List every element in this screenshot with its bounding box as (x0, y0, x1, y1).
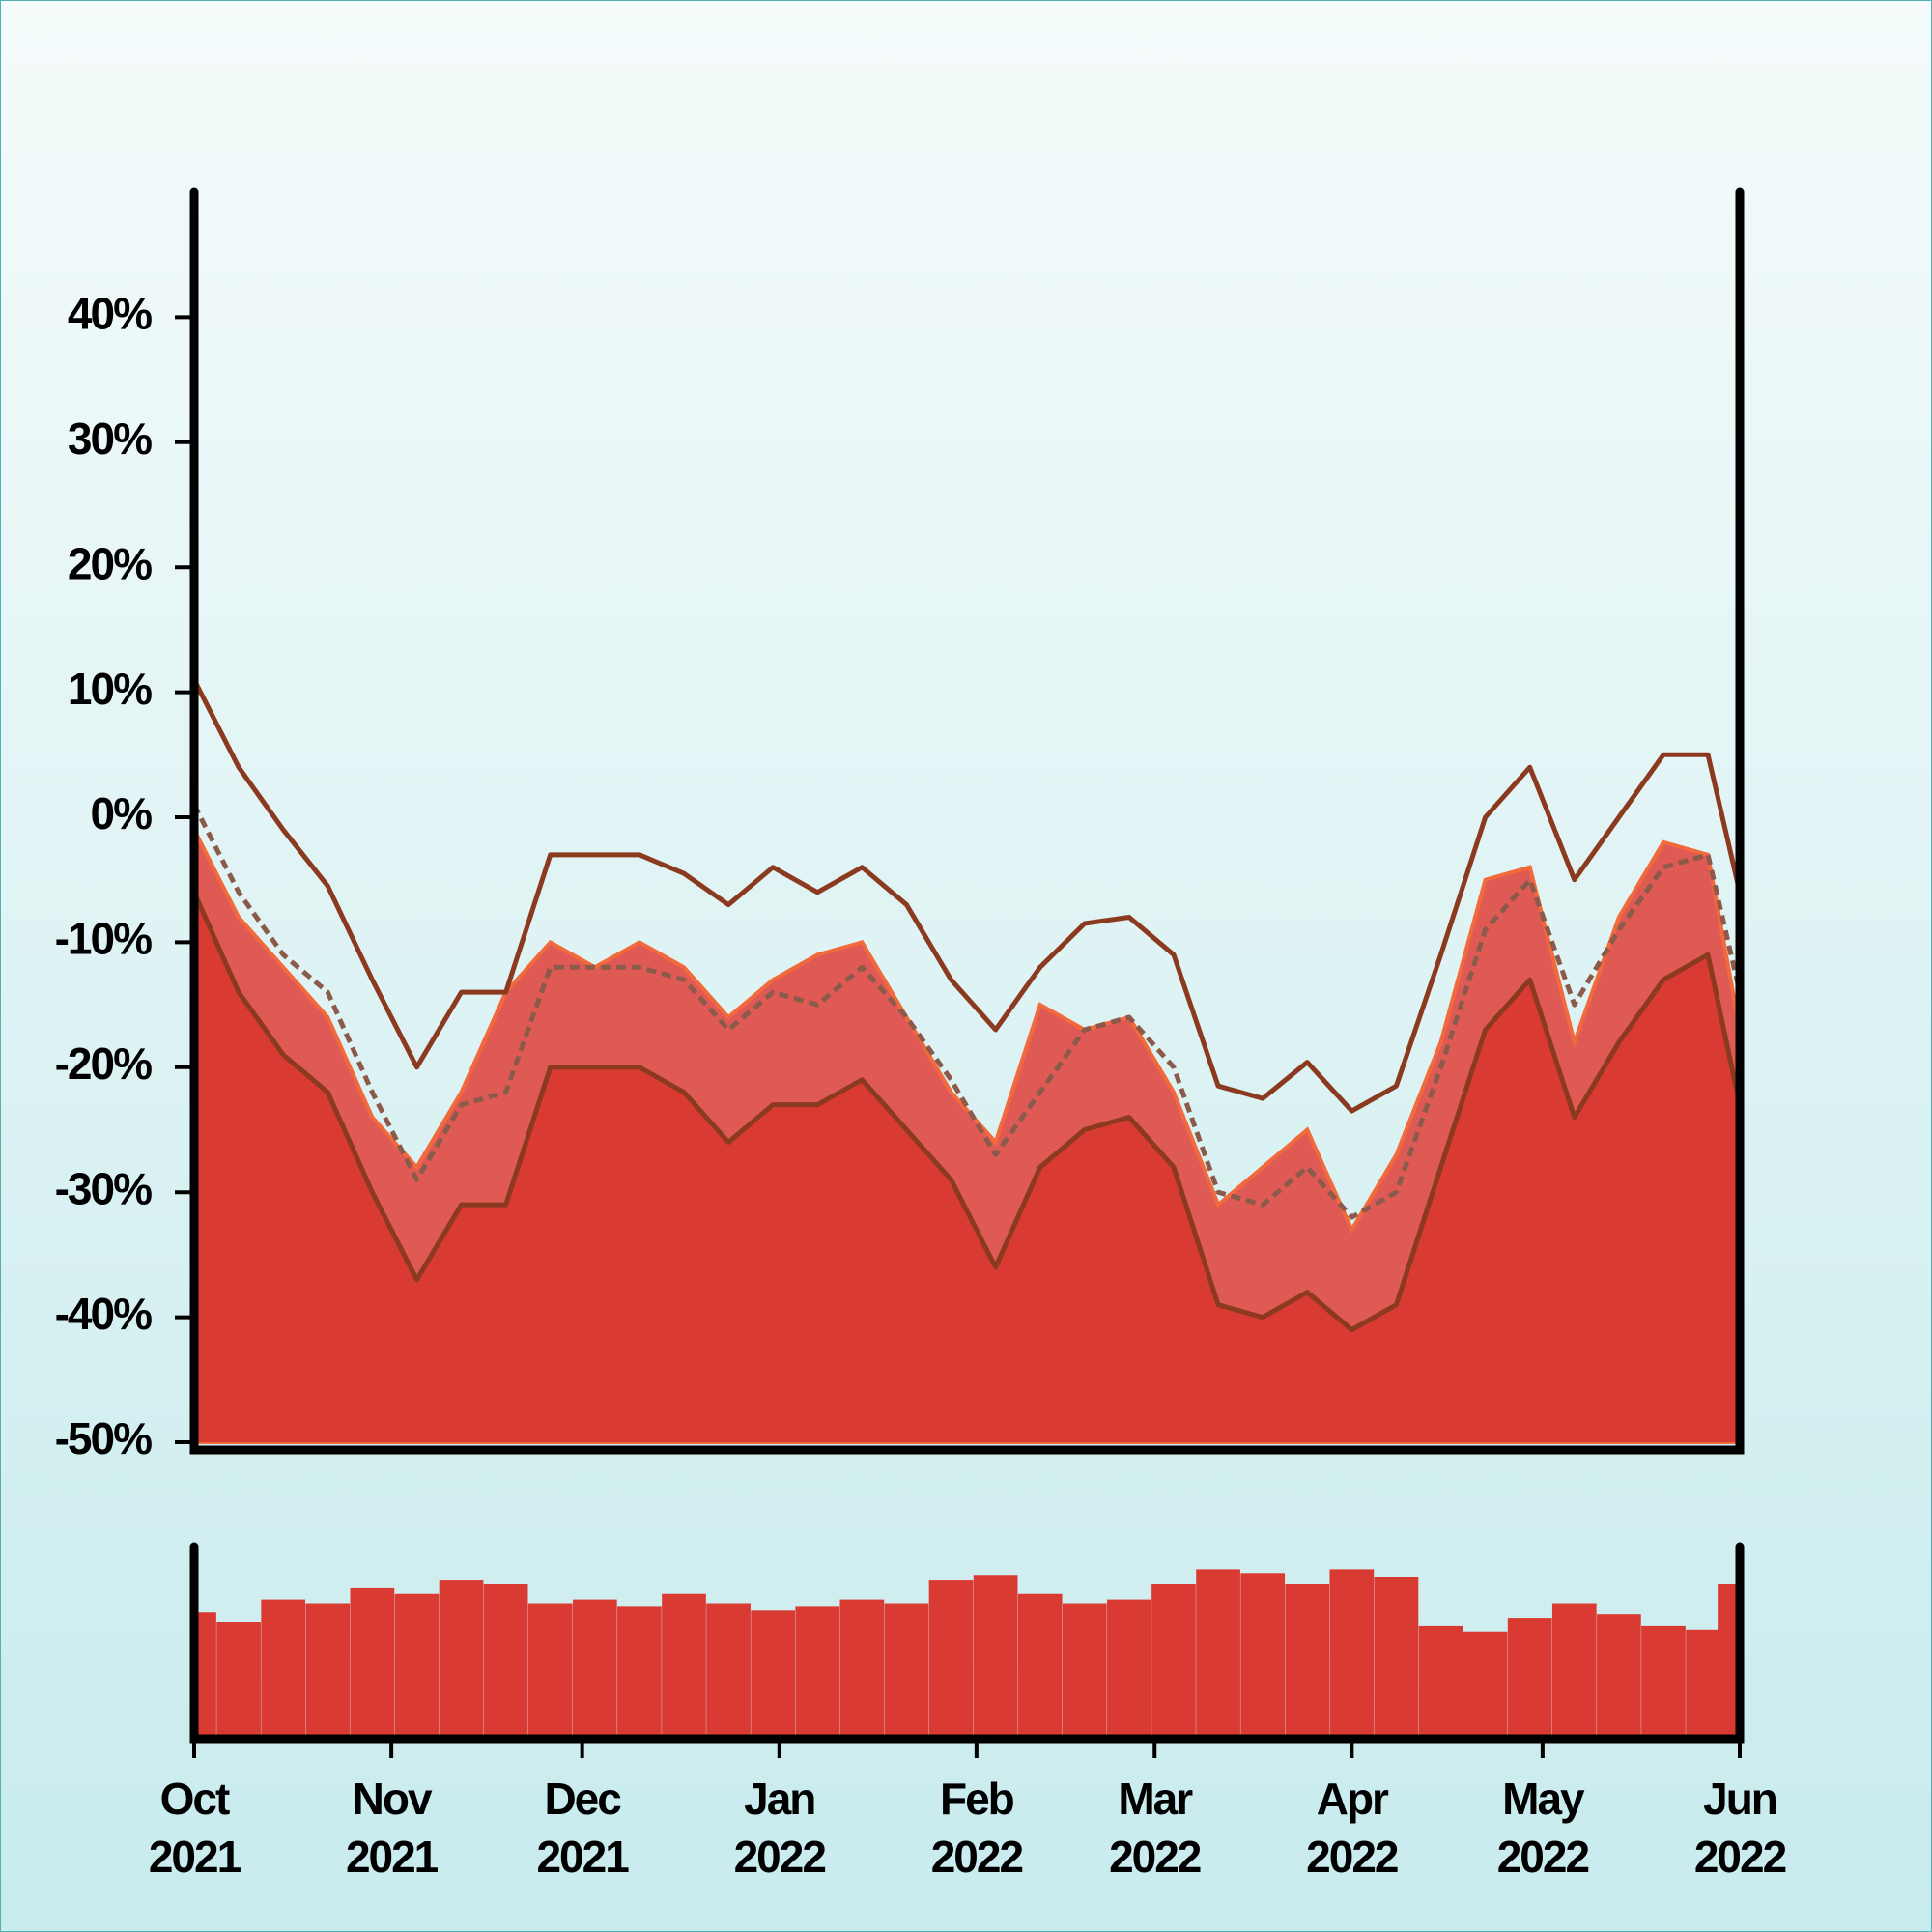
x-tick-label: Mar 2022 (1109, 1774, 1201, 1882)
x-tick-label: Oct 2021 (149, 1774, 242, 1882)
x-tick-label-line: Jan (744, 1774, 814, 1824)
middle-band-line (191, 803, 1743, 1220)
x-tick-label-line: Jun (1703, 1774, 1776, 1824)
volume-bar (1285, 1584, 1330, 1735)
y-tick-label: -10% (55, 914, 152, 964)
volume-bar (1551, 1603, 1597, 1735)
x-tick-label: May 2022 (1497, 1774, 1589, 1882)
volume-bar (305, 1603, 351, 1735)
volume-bar (1418, 1625, 1463, 1735)
volume-bar (350, 1587, 395, 1735)
x-tick-label-line: Dec (544, 1774, 621, 1824)
volume-bar (1329, 1569, 1375, 1735)
volume-bar (1107, 1599, 1151, 1735)
volume-bar (261, 1599, 306, 1735)
volume-bar (1062, 1603, 1107, 1735)
volume-bar (973, 1575, 1018, 1735)
x-tick-label: Jan 2022 (734, 1774, 826, 1882)
volume-bar (1507, 1618, 1552, 1735)
lower-band-area (194, 892, 1740, 1442)
volume-bar (1151, 1584, 1196, 1735)
y-tick-label: -30% (55, 1163, 152, 1213)
volume-bar (1641, 1625, 1686, 1735)
volume-bar (1240, 1573, 1286, 1735)
x-tick-label-line: Feb (940, 1774, 1014, 1824)
x-tick-label-line: Apr (1317, 1774, 1389, 1824)
x-tick-label-line: Mar (1118, 1774, 1193, 1824)
volume-bar (1597, 1614, 1641, 1735)
y-tick-label: -20% (55, 1038, 152, 1089)
axes (189, 1542, 1745, 1744)
x-tick-label-line: 2022 (1109, 1832, 1201, 1882)
x-tick-label-line: 2022 (1306, 1832, 1398, 1882)
x-tick-label-line: 2021 (346, 1832, 439, 1882)
volume-bar (706, 1603, 751, 1735)
volume-bar (216, 1622, 261, 1735)
x-tick-label: Nov 2021 (346, 1774, 439, 1882)
x-tick-label-line: 2021 (536, 1832, 629, 1882)
volume-bar (662, 1593, 706, 1735)
x-tick-label-line: 2021 (149, 1832, 242, 1882)
y-tick-label: 20% (68, 538, 152, 588)
x-tick-label: Apr 2022 (1306, 1774, 1398, 1882)
y-tick-label: -50% (55, 1413, 152, 1463)
volume-bar (751, 1610, 796, 1735)
x-tick-label-line: Oct (160, 1774, 230, 1824)
x-tick-label-line: 2022 (1497, 1832, 1589, 1882)
axes (189, 187, 1745, 1455)
volume-bar (1463, 1631, 1508, 1735)
volume-bar (1196, 1569, 1240, 1735)
volume-bar (572, 1599, 617, 1735)
volume-bar (617, 1606, 662, 1735)
y-tick-label: -40% (55, 1289, 152, 1339)
volume-bar (1017, 1593, 1063, 1735)
volume-bar (884, 1603, 929, 1735)
volume-bar (527, 1603, 573, 1735)
x-tick-label-line: 2022 (931, 1832, 1023, 1882)
x-tick-label-line: May (1502, 1774, 1585, 1824)
y-tick-label: 10% (68, 664, 152, 714)
volume-bar (1374, 1577, 1419, 1735)
volume-bar (194, 1612, 216, 1735)
x-tick-label: Feb 2022 (931, 1774, 1023, 1882)
volume-bar (394, 1593, 440, 1735)
volume-bar (1718, 1584, 1740, 1735)
volume-bar (928, 1580, 974, 1735)
x-tick-label-line: 2022 (1694, 1832, 1786, 1882)
volume-bar (795, 1606, 840, 1735)
volume-bar (839, 1599, 885, 1735)
y-tick-label: 0% (91, 788, 153, 838)
y-tick-label: 40% (68, 289, 152, 339)
upper-band-line (191, 678, 1743, 1114)
x-tick-label: Jun 2022 (1694, 1774, 1786, 1882)
y-tick-label: 30% (68, 413, 152, 464)
x-tick-label-line: 2022 (734, 1832, 826, 1882)
lower-band-line (191, 891, 1743, 1333)
volume-bar (483, 1584, 528, 1735)
volume-bar (439, 1580, 484, 1735)
x-tick-label-line: Nov (353, 1774, 433, 1824)
x-tick-label: Dec 2021 (536, 1774, 629, 1882)
